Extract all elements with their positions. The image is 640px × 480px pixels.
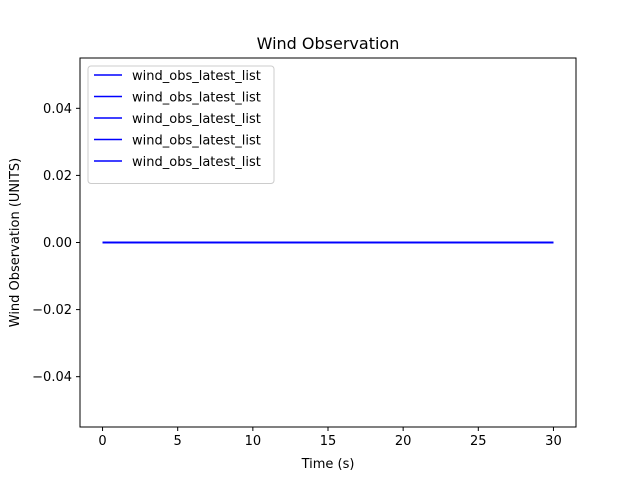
x-tick-label: 25 xyxy=(470,434,487,449)
x-tick-label: 10 xyxy=(245,434,262,449)
x-tick-label: 30 xyxy=(545,434,562,449)
legend-label: wind_obs_latest_list xyxy=(132,155,261,170)
x-axis: 0 5 10 15 20 25 30 xyxy=(98,427,562,449)
y-tick-label: −0.02 xyxy=(32,303,72,318)
y-tick-label: 0.04 xyxy=(43,102,72,117)
legend-box xyxy=(87,65,275,184)
legend-label: wind_obs_latest_list xyxy=(132,69,261,84)
y-tick-label: −0.04 xyxy=(32,370,72,385)
y-axis: −0.04 −0.02 0.00 0.02 0.04 xyxy=(32,102,80,385)
legend: wind_obs_latest_list wind_obs_latest_list… xyxy=(87,65,275,184)
x-tick-label: 5 xyxy=(174,434,182,449)
x-tick-label: 20 xyxy=(395,434,412,449)
legend-label: wind_obs_latest_list xyxy=(132,134,261,149)
x-tick-label: 0 xyxy=(98,434,106,449)
x-axis-label: Time (s) xyxy=(301,457,355,472)
chart-title: Wind Observation xyxy=(257,34,400,53)
y-tick-label: 0.02 xyxy=(43,169,72,184)
y-axis-label: Wind Observation (UNITS) xyxy=(8,158,23,328)
x-tick-label: 15 xyxy=(320,434,337,449)
legend-label: wind_obs_latest_list xyxy=(132,91,261,106)
y-tick-label: 0.00 xyxy=(43,236,72,251)
legend-label: wind_obs_latest_list xyxy=(132,112,261,127)
